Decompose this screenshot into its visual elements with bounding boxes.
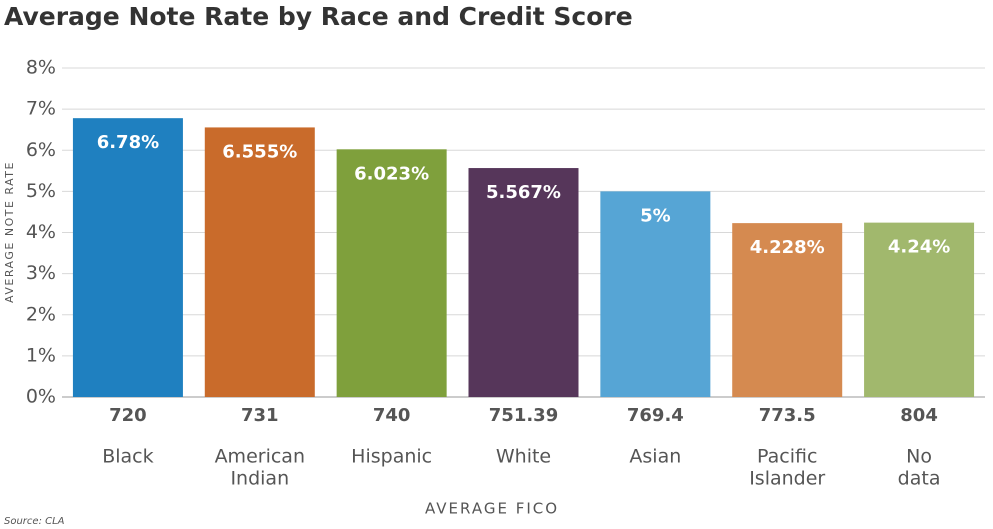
bar: [336, 149, 447, 397]
y-tick-label: 6%: [26, 139, 56, 161]
y-tick-label: 2%: [26, 303, 56, 325]
value-label: 6.023%: [354, 163, 429, 184]
category-label: data: [898, 468, 941, 490]
y-tick-label: 7%: [26, 98, 56, 120]
category-label: White: [496, 446, 551, 468]
fico-label: 740: [373, 405, 411, 426]
y-tick-label: 3%: [26, 262, 56, 284]
chart-title: Average Note Rate by Race and Credit Sco…: [4, 2, 633, 31]
bar: [600, 191, 711, 397]
category-label: Black: [102, 446, 153, 468]
bar: [732, 223, 843, 397]
category-label: Islander: [749, 468, 825, 490]
y-tick-label: 0%: [26, 386, 56, 408]
category-label: Asian: [629, 446, 681, 468]
fico-label: 720: [109, 405, 147, 426]
fico-label: 751.39: [489, 405, 558, 426]
x-axis-label: AVERAGE FICO: [425, 500, 559, 518]
bar: [72, 118, 183, 398]
y-tick-label: 1%: [26, 344, 56, 366]
bar: [204, 127, 315, 397]
category-label: American: [215, 446, 305, 468]
y-tick-label: 5%: [26, 180, 56, 202]
fico-label: 773.5: [759, 405, 816, 426]
y-tick-label: 8%: [26, 57, 56, 79]
y-axis-label: AVERAGE NOTE RATE: [3, 161, 16, 303]
fico-label: 804: [900, 405, 938, 426]
source: Source: CLA: [4, 516, 65, 527]
value-label: 5%: [640, 205, 671, 226]
category-label: No: [906, 446, 932, 468]
category-label: Hispanic: [351, 446, 432, 468]
value-label: 5.567%: [486, 182, 561, 203]
fico-label: 769.4: [627, 405, 684, 426]
value-label: 4.228%: [750, 237, 825, 258]
category-label: Indian: [230, 468, 289, 490]
bar: [864, 222, 975, 397]
value-label: 6.78%: [97, 132, 159, 153]
y-tick-label: 4%: [26, 221, 56, 243]
bar: [468, 168, 579, 397]
category-label: Pacific: [757, 446, 817, 468]
value-label: 6.555%: [222, 141, 297, 162]
fico-label: 731: [241, 405, 279, 426]
value-label: 4.24%: [888, 237, 950, 258]
